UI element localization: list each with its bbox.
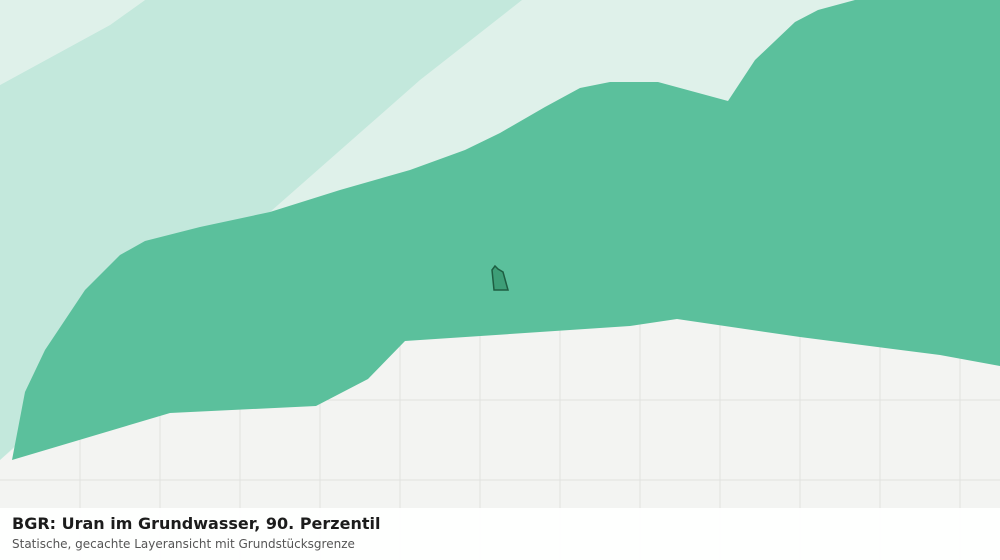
caption-subtitle: Statische, gecachte Layeransicht mit Gru… [12,537,355,551]
caption: BGR: Uran im Grundwasser, 90. Perzentil … [0,508,1000,560]
zone-light-corner [0,0,145,85]
parcel-boundary [491,264,509,291]
zone-dark [12,0,1000,460]
zone-mid [0,0,522,460]
caption-title: BGR: Uran im Grundwasser, 90. Perzentil [12,514,381,533]
